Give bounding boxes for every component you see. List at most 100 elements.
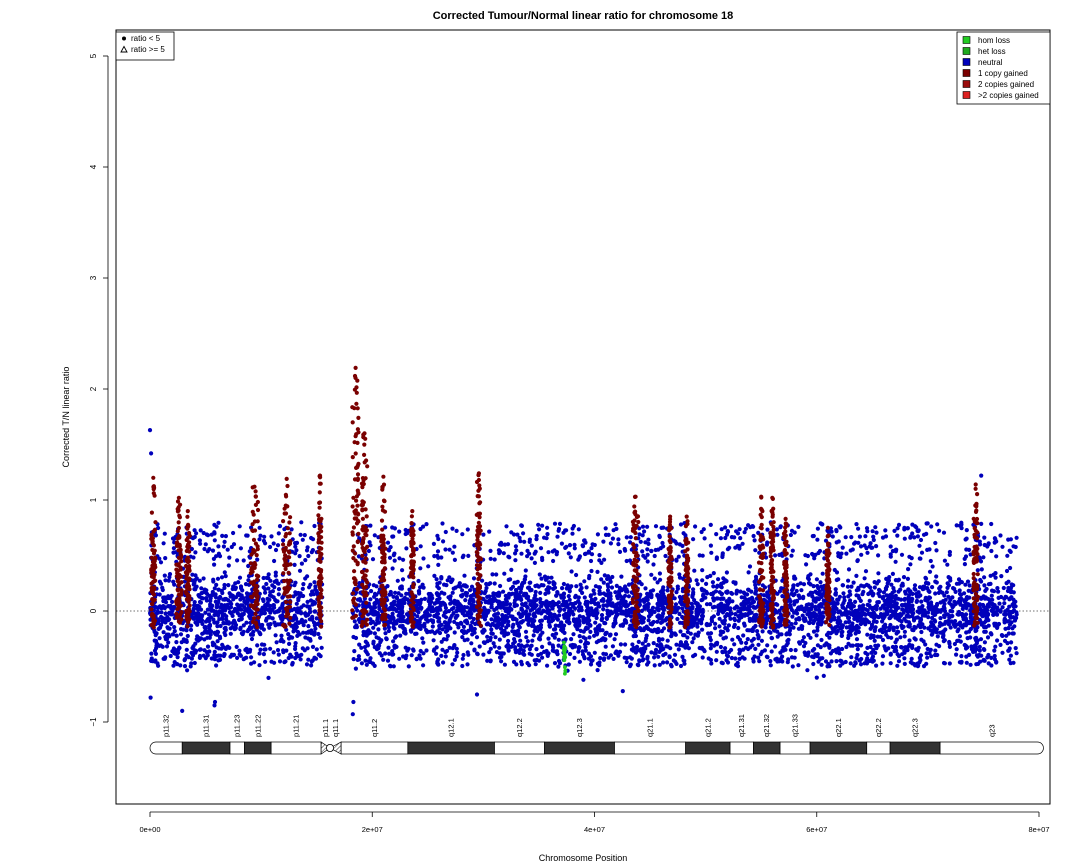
data-point [305, 599, 310, 605]
data-point [174, 633, 179, 638]
data-point [711, 584, 716, 589]
data-point [602, 638, 608, 643]
data-point [386, 607, 391, 612]
data-point [733, 581, 738, 586]
data-point [552, 585, 558, 590]
data-point [811, 620, 816, 626]
data-point [220, 642, 225, 647]
data-point [220, 533, 225, 539]
data-point [161, 595, 166, 600]
data-point [734, 591, 739, 596]
data-point [511, 622, 516, 627]
data-point [929, 602, 934, 608]
data-point [548, 612, 554, 617]
data-point [583, 618, 588, 624]
data-point [416, 578, 421, 584]
data-point [368, 605, 373, 610]
data-point [808, 582, 813, 587]
data-point [306, 624, 311, 629]
data-point [184, 647, 189, 652]
data-point [809, 602, 814, 607]
data-point [565, 584, 570, 589]
data-point [606, 613, 611, 618]
data-point [268, 544, 273, 550]
data-point [192, 600, 197, 605]
data-point [262, 611, 267, 616]
data-point [537, 572, 542, 577]
data-point [1008, 596, 1013, 601]
data-point [813, 612, 818, 617]
data-point [626, 582, 632, 587]
data-point [368, 621, 373, 626]
data-point [842, 595, 847, 600]
data-point [711, 614, 717, 619]
data-point [369, 589, 374, 594]
data-point [566, 594, 571, 599]
data-point [178, 632, 184, 637]
data-point [709, 550, 714, 555]
data-point [385, 658, 391, 663]
data-point [192, 660, 197, 666]
data-point [163, 578, 168, 583]
data-point [189, 661, 194, 666]
data-point [249, 625, 254, 630]
data-point [263, 647, 268, 652]
data-point [165, 596, 170, 601]
data-point [353, 666, 358, 671]
data-point [218, 623, 223, 629]
data-point [938, 616, 943, 621]
data-point [799, 588, 804, 593]
data-point [374, 584, 379, 589]
data-point [560, 623, 565, 628]
data-point [553, 601, 558, 606]
data-point [930, 585, 935, 590]
data-point [613, 590, 618, 595]
data-point [875, 634, 880, 639]
data-point [605, 592, 610, 597]
data-point [238, 546, 243, 551]
data-point [904, 605, 909, 610]
data-point [643, 586, 648, 591]
data-point [681, 658, 686, 663]
data-point [469, 641, 474, 646]
data-point [487, 594, 492, 599]
data-point [603, 630, 609, 636]
data-point [854, 637, 860, 642]
data-point [593, 620, 598, 625]
data-point [503, 597, 508, 602]
data-point [310, 537, 316, 542]
data-point [700, 588, 705, 593]
data-point [529, 617, 534, 622]
data-point [434, 577, 439, 582]
data-point [443, 654, 448, 659]
data-point [677, 572, 682, 577]
data-point [717, 624, 722, 629]
data-point [310, 658, 315, 663]
data-point [901, 575, 907, 580]
data-point [646, 607, 651, 613]
data-point [708, 657, 714, 663]
data-point [222, 582, 227, 588]
data-point [434, 600, 439, 605]
data-point [545, 532, 550, 537]
data-point [193, 611, 198, 616]
data-point [695, 582, 700, 587]
data-point [209, 593, 214, 598]
data-point [847, 619, 852, 624]
data-point [721, 629, 726, 635]
data-point [215, 639, 220, 644]
data-point [796, 626, 802, 631]
data-point [788, 605, 793, 610]
data-point [384, 637, 389, 642]
data-point [830, 629, 835, 634]
data-point [303, 558, 308, 563]
data-point [166, 578, 171, 583]
data-point [203, 656, 208, 661]
data-point [551, 627, 557, 632]
data-point [518, 589, 523, 595]
data-point [967, 583, 972, 588]
data-point [938, 589, 943, 594]
data-point [954, 647, 959, 652]
data-point [825, 664, 830, 669]
data-point [310, 602, 315, 607]
